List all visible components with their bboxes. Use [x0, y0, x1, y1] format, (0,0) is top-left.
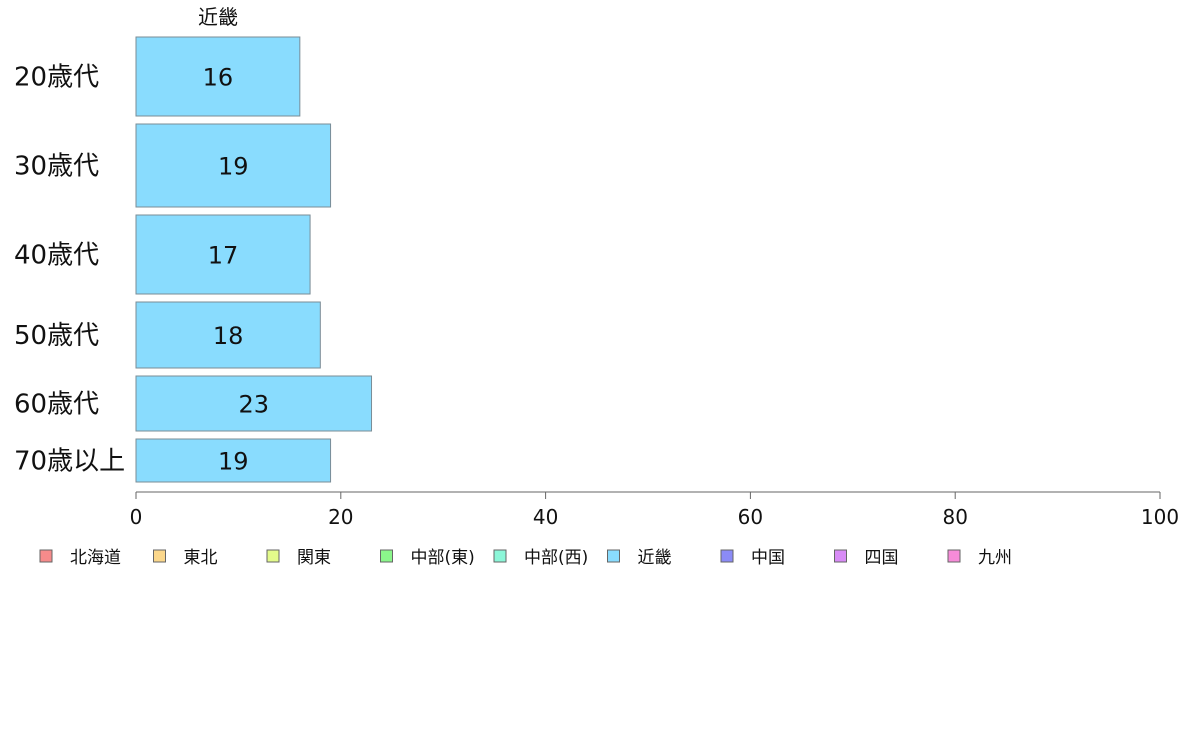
legend-label: 北海道: [70, 548, 121, 568]
legend-swatch: [266, 549, 280, 563]
legend-swatch: [834, 549, 847, 563]
legend-swatch: [947, 549, 961, 563]
data-label: 16: [203, 64, 234, 92]
x-tick-label: 0: [130, 505, 143, 529]
category-label: 30歳代: [14, 152, 99, 182]
category-label: 70歳以上: [14, 447, 125, 477]
legend-label: 中部(西): [524, 548, 588, 568]
bars-group: 20歳代 16 30歳代 19 40歳代 17 50歳代 18 60歳代 23 70歳以上 19: [14, 36, 373, 483]
legend-label: 九州: [978, 548, 1012, 568]
data-label: 17: [208, 242, 239, 270]
bar: [135, 375, 373, 432]
legend-label: 中部(東): [411, 548, 475, 568]
legend: 北海道 東北 関東 中部(東) 中部(西) 近畿 中国 四国 九州: [39, 548, 1012, 568]
legend-label: 東北: [184, 548, 218, 568]
data-label: 18: [213, 322, 244, 350]
legend-swatch: [720, 549, 734, 563]
data-label: 23: [238, 391, 269, 419]
chart-column-title: 近畿: [198, 5, 238, 29]
legend-label: 関東: [297, 548, 331, 568]
bar: [135, 123, 332, 208]
data-label: 19: [218, 448, 249, 476]
legend-swatch: [153, 549, 166, 563]
category-label: 50歳代: [14, 321, 99, 351]
legend-label: 近畿: [638, 548, 672, 568]
bar: [135, 301, 321, 369]
x-axis: 0 20 40 60 80 100: [130, 491, 1179, 529]
legend-swatch: [39, 549, 53, 563]
bar: [135, 214, 311, 295]
legend-swatch: [493, 549, 507, 563]
x-tick-label: 40: [533, 505, 558, 529]
x-tick-label: 20: [328, 505, 353, 529]
legend-label: 中国: [751, 548, 785, 568]
category-label: 60歳代: [14, 390, 99, 420]
bar: [135, 36, 301, 117]
x-tick-label: 100: [1141, 505, 1179, 529]
legend-swatch: [380, 549, 393, 563]
legend-swatch: [607, 549, 620, 563]
legend-label: 四国: [865, 548, 899, 568]
x-tick-label: 60: [738, 505, 763, 529]
data-label: 19: [218, 153, 249, 181]
category-label: 20歳代: [14, 63, 99, 93]
category-label: 40歳代: [14, 241, 99, 271]
bar: [135, 438, 332, 483]
x-tick-label: 80: [942, 505, 967, 529]
